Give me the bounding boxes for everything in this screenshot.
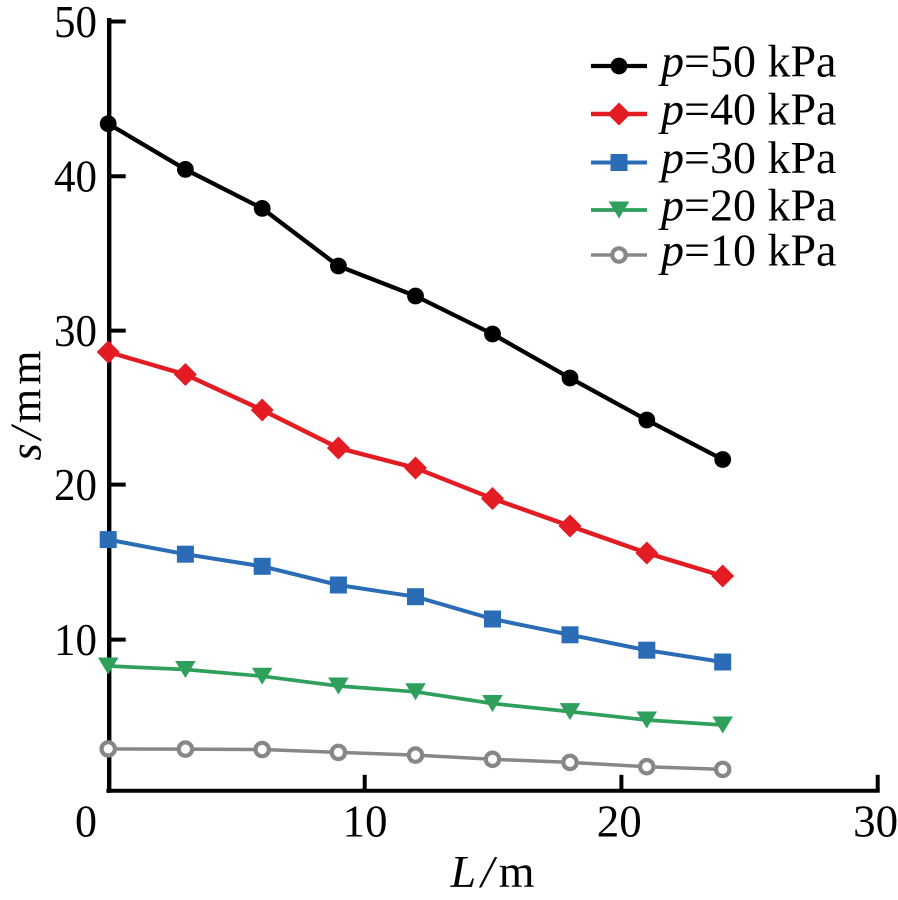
svg-text:20: 20 — [54, 459, 97, 510]
svg-text:30: 30 — [54, 305, 97, 356]
svg-text:50: 50 — [54, 0, 97, 47]
svg-text:20: 20 — [597, 796, 642, 847]
svg-text:40: 40 — [54, 151, 97, 202]
svg-text:10: 10 — [343, 796, 388, 847]
svg-text:p=10 kPa: p=10 kPa — [658, 224, 836, 275]
svg-text:L/m: L/m — [450, 846, 535, 897]
svg-text:s/mm: s/mm — [2, 351, 51, 461]
svg-text:10: 10 — [54, 614, 97, 665]
svg-text:0: 0 — [75, 796, 97, 847]
svg-text:30: 30 — [853, 796, 898, 847]
svg-text:p=30 kPa: p=30 kPa — [658, 132, 836, 183]
svg-text:p=20 kPa: p=20 kPa — [658, 179, 836, 230]
svg-text:p=40 kPa: p=40 kPa — [658, 83, 836, 134]
svg-text:p=50 kPa: p=50 kPa — [658, 35, 836, 86]
